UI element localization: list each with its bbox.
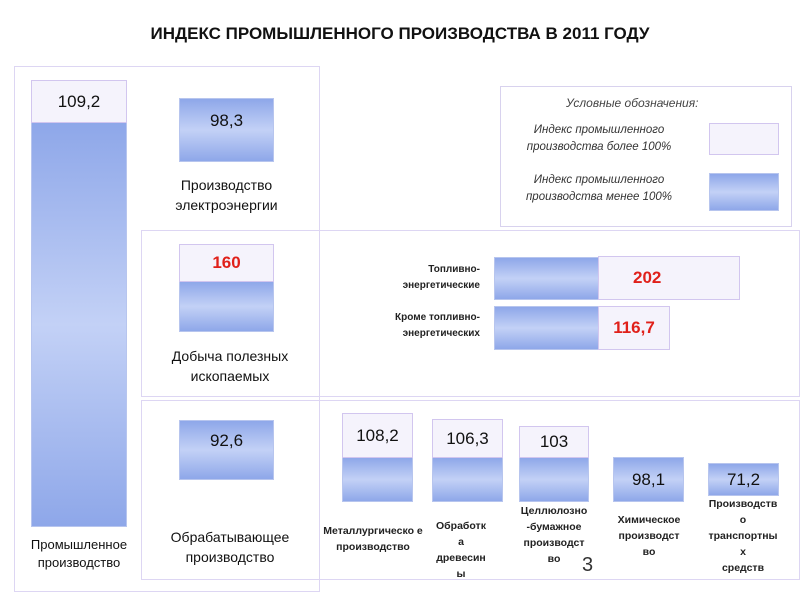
value-metallurgy: 108,2 — [342, 413, 413, 458]
frame-total — [14, 66, 320, 592]
label-nonfuel: Кроме топливно-энергетических — [395, 312, 480, 339]
legend-below-swatch — [709, 173, 779, 211]
bar-fuel — [494, 257, 599, 300]
value-total: 109,2 — [31, 80, 127, 123]
label-fuel: Топливно-энергетические — [402, 264, 480, 291]
bar-nonfuel — [494, 306, 599, 350]
bar-manufacturing: 92,6 — [179, 420, 274, 480]
bar-metallurgy — [342, 457, 413, 502]
label-transport: Производств о транспортны х средств — [708, 498, 778, 574]
label-total: Промышленное производство — [30, 537, 128, 570]
legend — [500, 86, 792, 227]
page-title: ИНДЕКС ПРОМЫШЛЕННОГО ПРОИЗВОДСТВА В 2011… — [150, 24, 650, 43]
page-number: 3 — [582, 554, 594, 576]
legend-above-swatch — [709, 123, 779, 155]
label-manufacturing: Обрабатывающее производство — [170, 529, 290, 565]
legend-title: Условные обозначения: — [566, 96, 699, 110]
legend-below-label: Индекс промышленного производства менее … — [525, 174, 673, 203]
legend-above-label: Индекс промышленного производства более … — [526, 124, 672, 153]
value-wood: 106,3 — [432, 419, 503, 458]
label-chemical: Химическое производст во — [617, 514, 681, 558]
value-fuel: 202 — [598, 256, 740, 300]
value-pulp: 103 — [519, 426, 589, 458]
value-nonfuel: 116,7 — [598, 306, 670, 350]
bar-mining — [179, 281, 274, 332]
label-electricity: Производство электроэнергии — [175, 177, 278, 213]
label-metallurgy: Металлургическо е производство — [323, 525, 423, 553]
value-mining: 160 — [179, 244, 274, 282]
label-wood: Обработк а древесин ы — [436, 520, 486, 580]
bar-total — [31, 122, 127, 527]
bar-chemical: 98,1 — [613, 457, 684, 502]
label-mining: Добыча полезных ископаемых — [171, 348, 289, 384]
bar-wood — [432, 457, 503, 502]
label-pulp: Целлюлозно -бумажное производст во — [520, 505, 588, 565]
bar-electricity: 98,3 — [179, 98, 274, 162]
bar-pulp — [519, 457, 589, 502]
bar-transport: 71,2 — [708, 463, 779, 496]
